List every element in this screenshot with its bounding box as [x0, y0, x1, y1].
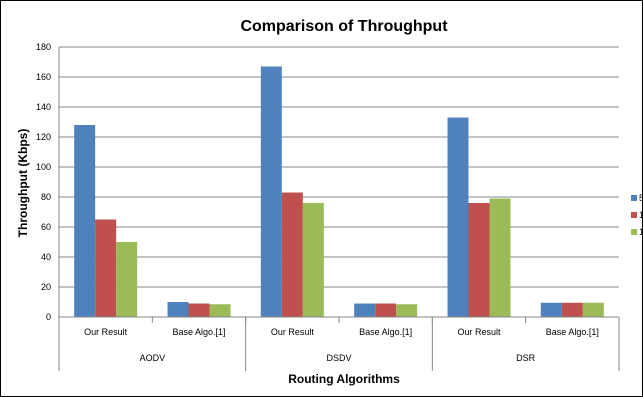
y-tick-label: 60 — [41, 222, 51, 232]
bar — [167, 302, 189, 317]
bar — [188, 303, 210, 317]
x-category-label: Base Algo.[1] — [546, 327, 599, 337]
bar — [116, 242, 138, 317]
bar — [468, 203, 490, 317]
bar — [281, 192, 303, 317]
bar — [561, 302, 583, 317]
x-category-label: Our Result — [271, 327, 315, 337]
legend-label: 5 — [639, 193, 642, 203]
x-group-label: DSDV — [326, 353, 351, 363]
bar — [302, 203, 324, 317]
bar — [95, 219, 117, 317]
bar — [489, 198, 511, 317]
bar — [209, 304, 231, 317]
y-tick-label: 80 — [41, 192, 51, 202]
x-category-label: Base Algo.[1] — [172, 327, 225, 337]
x-category-label: Our Result — [84, 327, 128, 337]
axis-layer: 0 20 40 60 80 100 120 140 160 180 Our Result Base A… — [36, 42, 620, 371]
x-group-label: DSR — [516, 353, 536, 363]
chart-title: Comparison of Throughput — [240, 18, 448, 35]
legend-swatch — [631, 212, 637, 218]
legend-swatch — [631, 229, 637, 235]
x-category-label: Base Algo.[1] — [359, 327, 412, 337]
grid-layer — [59, 46, 619, 288]
bar — [375, 303, 397, 317]
x-axis-title: Routing Algorithms — [288, 372, 400, 386]
x-category-label: Our Result — [457, 327, 501, 337]
bar — [354, 303, 376, 317]
bar — [447, 117, 469, 317]
legend-label: 1 — [639, 227, 642, 237]
bar — [396, 304, 418, 317]
y-tick-label: 140 — [36, 102, 51, 112]
y-tick-label: 20 — [41, 282, 51, 292]
y-tick-label: 40 — [41, 252, 51, 262]
legend: 5 1 1 — [631, 193, 642, 237]
bar — [582, 302, 604, 317]
bar — [260, 66, 282, 317]
legend-label: 1 — [639, 210, 642, 220]
y-axis-title: Throughput (Kbps) — [16, 129, 30, 238]
bar — [540, 302, 562, 317]
y-tick-label: 0 — [46, 312, 51, 322]
bars-layer — [74, 66, 604, 317]
y-tick-label: 160 — [36, 72, 51, 82]
bar — [74, 125, 96, 317]
x-group-label: AODV — [140, 353, 166, 363]
legend-swatch — [631, 195, 637, 201]
y-tick-label: 100 — [36, 162, 51, 172]
y-tick-label: 180 — [36, 42, 51, 52]
y-tick-label: 120 — [36, 132, 51, 142]
